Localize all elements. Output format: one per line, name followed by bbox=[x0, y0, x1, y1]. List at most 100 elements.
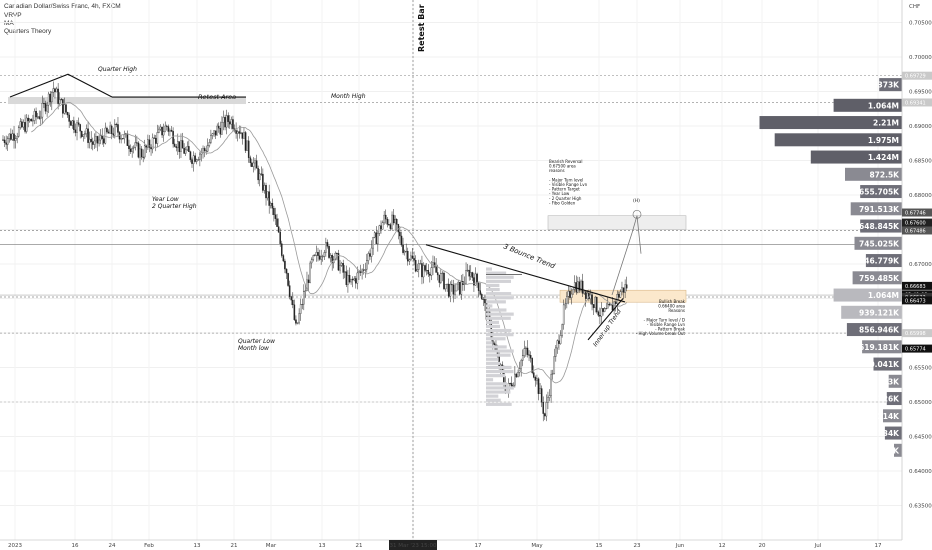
candle-body bbox=[469, 272, 472, 277]
vr-bar bbox=[486, 357, 499, 361]
candle-body bbox=[25, 117, 28, 132]
candle-body bbox=[214, 130, 217, 136]
candle-body bbox=[173, 143, 176, 147]
price-tag-label: 0.69729 bbox=[905, 74, 926, 80]
candle-body bbox=[318, 255, 321, 260]
price-tag bbox=[902, 296, 932, 305]
time-tick: 17 bbox=[875, 543, 882, 549]
candle-body bbox=[607, 303, 609, 309]
candle-body bbox=[452, 284, 455, 295]
time-tick: 21 bbox=[231, 543, 238, 549]
candle-body bbox=[391, 214, 393, 229]
price-axis[interactable]: CHF0.705000.700000.695000.690000.685000.… bbox=[901, 0, 932, 540]
candle-body bbox=[539, 388, 541, 394]
candle-body bbox=[556, 340, 559, 349]
price-tag bbox=[902, 218, 932, 227]
vr-bar bbox=[486, 308, 507, 312]
indicator-label-quarters[interactable]: Quarters Theory bbox=[4, 28, 52, 35]
indicator-label-vrvp[interactable]: VRVP bbox=[4, 12, 22, 19]
candle-body bbox=[603, 308, 606, 312]
candle-body bbox=[208, 142, 211, 146]
candle-body bbox=[93, 140, 96, 145]
candle-body bbox=[35, 110, 37, 118]
candle-body bbox=[457, 281, 459, 285]
price-tag bbox=[902, 208, 932, 217]
candle-body bbox=[384, 214, 387, 220]
candle-body bbox=[191, 159, 193, 164]
candle-body bbox=[608, 303, 611, 306]
bullish-note-line: - High Volume break Out bbox=[636, 331, 686, 336]
candle-body bbox=[584, 291, 587, 299]
candle-body bbox=[8, 133, 11, 139]
candle-body bbox=[405, 250, 407, 252]
candle-body bbox=[567, 291, 570, 297]
candle-body bbox=[82, 134, 85, 137]
candle-body bbox=[602, 308, 604, 312]
candle-body bbox=[301, 303, 304, 305]
candle-body bbox=[99, 135, 102, 141]
vr-bar bbox=[486, 386, 514, 390]
candle-body bbox=[328, 246, 330, 258]
candle-body bbox=[550, 374, 552, 396]
candle-body bbox=[46, 104, 48, 112]
candle-body bbox=[296, 322, 299, 324]
candle-body bbox=[282, 255, 285, 262]
candle-body bbox=[118, 132, 121, 140]
candle-body bbox=[205, 150, 207, 152]
candle-body bbox=[595, 296, 598, 313]
vr-bar bbox=[486, 333, 514, 337]
candle-body bbox=[312, 255, 315, 260]
candle-body bbox=[38, 116, 41, 119]
candle-body bbox=[455, 283, 458, 292]
volume-bar bbox=[884, 426, 902, 440]
candle-body bbox=[145, 145, 148, 148]
candle-body bbox=[540, 388, 543, 403]
vr-bar bbox=[486, 390, 511, 394]
candle-body bbox=[177, 141, 179, 148]
retest-area-zone bbox=[8, 97, 246, 105]
volume-label: 655.705K bbox=[859, 188, 900, 197]
candle-body bbox=[403, 251, 406, 253]
candle-body bbox=[155, 137, 157, 144]
bearish-note-line: Bearish Reversal bbox=[549, 159, 582, 164]
price-tag-label: 0.66683 bbox=[905, 284, 926, 290]
bearish-note-line: reasons bbox=[549, 168, 565, 173]
candle-body bbox=[148, 139, 151, 148]
candle-body bbox=[210, 135, 212, 143]
candle-body bbox=[164, 125, 167, 132]
candle-body bbox=[580, 280, 582, 291]
indicator-label-ma[interactable]: MA bbox=[4, 20, 14, 27]
candle-body bbox=[170, 129, 173, 132]
candle-body bbox=[510, 383, 513, 387]
candles bbox=[2, 81, 628, 422]
candle-body bbox=[481, 294, 483, 300]
vr-bar bbox=[486, 279, 511, 283]
candle-body bbox=[484, 299, 486, 304]
price-tick: 0.63500 bbox=[909, 504, 932, 510]
candle-body bbox=[389, 224, 392, 229]
price-tag bbox=[902, 98, 932, 107]
time-axis[interactable]: 2023 16 24 Feb 13 21 Mar 13 21 31 Mar '23 15:00 17… bbox=[0, 539, 902, 550]
candle-body bbox=[180, 140, 182, 152]
time-tick: 23 bbox=[634, 543, 641, 549]
candle-body bbox=[85, 128, 88, 134]
candle-body bbox=[526, 347, 529, 355]
candle-body bbox=[503, 371, 505, 384]
candle-body bbox=[562, 304, 565, 325]
candle-body bbox=[468, 269, 470, 277]
candle-body bbox=[307, 279, 310, 283]
ma-line bbox=[31, 102, 627, 384]
candle-body bbox=[559, 335, 562, 344]
candle-body bbox=[62, 99, 64, 114]
candle-body bbox=[380, 225, 382, 230]
volume-label: 939.121K bbox=[859, 308, 900, 317]
candle-body bbox=[309, 262, 311, 283]
candle-body bbox=[342, 263, 344, 273]
candle-body bbox=[408, 259, 411, 262]
label-month-high: Month High bbox=[331, 93, 366, 100]
candle-body bbox=[551, 373, 554, 375]
volume-bar bbox=[883, 409, 902, 423]
candle-body bbox=[222, 117, 225, 123]
time-tick: 13 bbox=[319, 543, 326, 549]
